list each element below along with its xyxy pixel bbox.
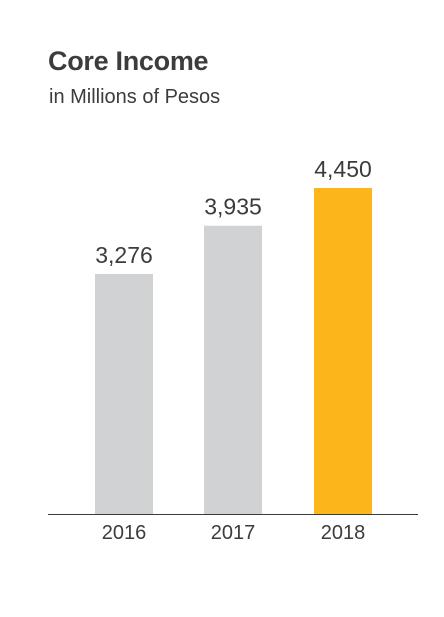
x-tick-2016: 2016 [102,522,147,544]
chart-title: Core Income [48,46,209,76]
x-tick-2017: 2017 [211,522,256,544]
value-label-2017: 3,935 [204,194,262,220]
chart-subtitle: in Millions of Pesos [49,86,221,108]
bar-2017 [204,225,262,514]
x-tick-2018: 2018 [321,522,366,544]
bar-2016 [95,274,153,514]
value-label-2018: 4,450 [314,156,372,182]
bar-2018 [314,188,372,514]
value-label-2016: 3,276 [95,242,153,268]
